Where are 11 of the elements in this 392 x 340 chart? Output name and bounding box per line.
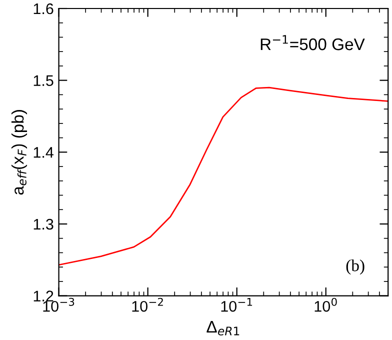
x-tick-label: 10$^{−2}$ — [132, 298, 163, 312]
x-tick-label: 10$^{−1}$ — [221, 298, 252, 312]
y-tick-label: 1.5 — [34, 75, 54, 86]
x-tick-label: 10$^{0}$ — [314, 298, 337, 312]
y-tick-label: 1.3 — [34, 218, 54, 230]
y-tick-label: 1.4 — [34, 147, 54, 158]
y-axis-title: a$_{eff}$(x$_{F}$) (pb) — [11, 110, 28, 195]
y-tick-label: 1.6 — [34, 3, 54, 14]
annotation: R$^{−1}$=500 GeV — [260, 35, 365, 50]
x-axis-title: Δ$_{eR1}$ — [206, 321, 240, 336]
annotation: (b) — [346, 260, 364, 275]
